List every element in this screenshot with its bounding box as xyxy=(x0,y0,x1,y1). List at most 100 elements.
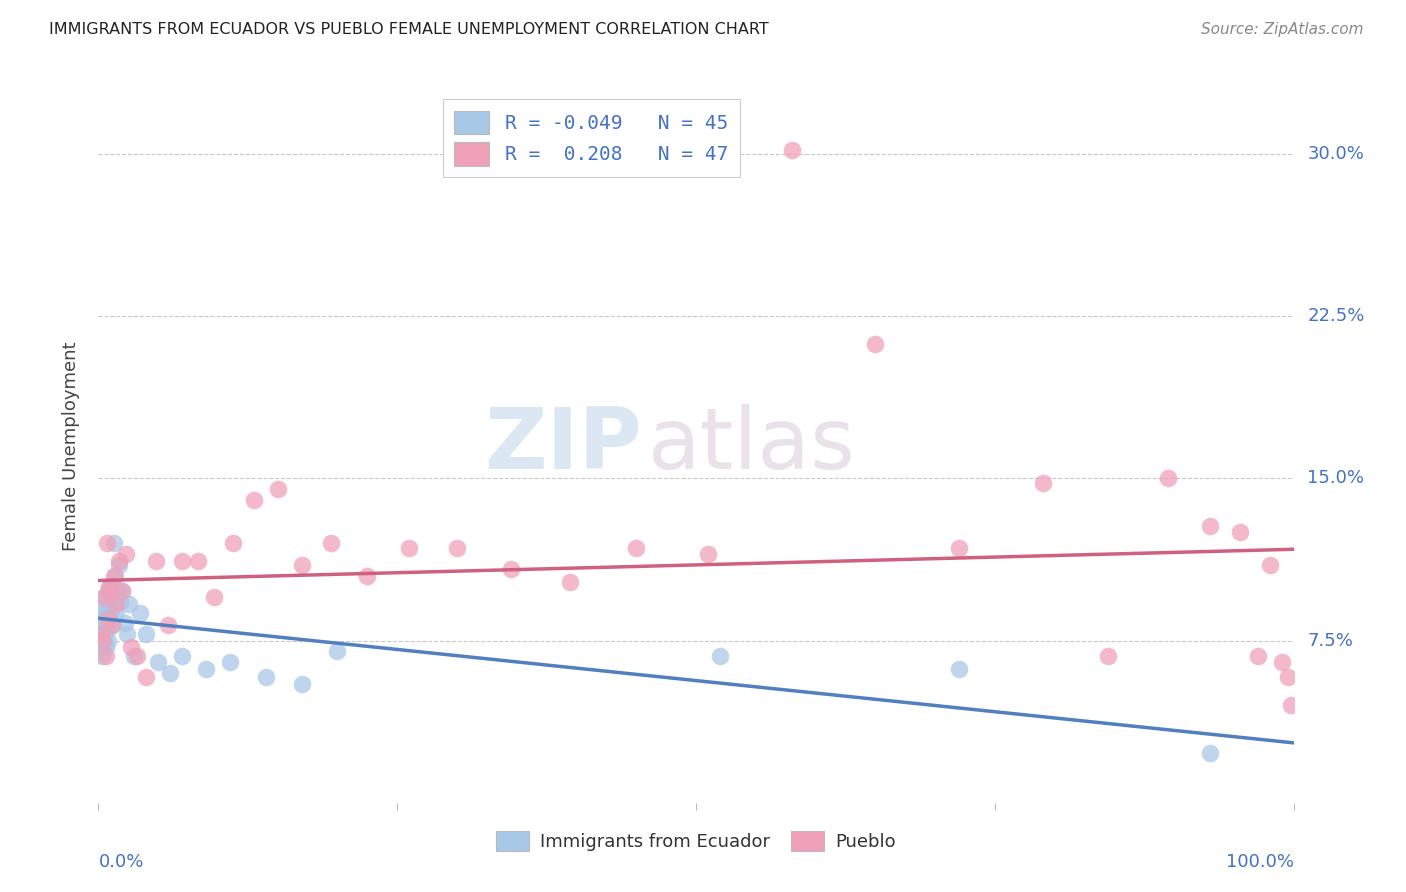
Point xyxy=(108,595,131,609)
Point xyxy=(98,606,122,620)
Point xyxy=(129,606,152,620)
Point xyxy=(1271,655,1294,669)
Point xyxy=(118,597,141,611)
Point xyxy=(98,583,122,598)
Point xyxy=(90,618,112,632)
Point xyxy=(101,588,124,602)
Point xyxy=(107,558,129,572)
Point xyxy=(697,547,720,561)
Point xyxy=(135,627,157,641)
Point xyxy=(97,612,120,626)
Point xyxy=(446,541,468,555)
Point xyxy=(107,553,129,567)
Point xyxy=(97,583,120,598)
Text: atlas: atlas xyxy=(648,404,856,488)
Point xyxy=(97,633,120,648)
Point xyxy=(93,616,115,631)
Point xyxy=(398,541,420,555)
Point xyxy=(94,648,117,663)
Point xyxy=(219,655,242,669)
Point xyxy=(96,623,118,637)
Point xyxy=(105,597,128,611)
Point xyxy=(1032,475,1054,490)
Point xyxy=(103,568,125,582)
Point xyxy=(125,648,148,663)
Point xyxy=(114,616,136,631)
Point xyxy=(243,493,266,508)
Point xyxy=(98,610,121,624)
Point xyxy=(356,568,378,582)
Point xyxy=(91,601,114,615)
Point xyxy=(499,562,522,576)
Point xyxy=(93,591,115,605)
Point xyxy=(626,541,648,555)
Text: 30.0%: 30.0% xyxy=(1308,145,1364,163)
Point xyxy=(111,583,134,598)
Point xyxy=(91,640,114,654)
Text: 100.0%: 100.0% xyxy=(1226,853,1294,871)
Point xyxy=(98,580,122,594)
Point xyxy=(124,648,146,663)
Point xyxy=(96,536,118,550)
Point xyxy=(111,583,134,598)
Legend: Immigrants from Ecuador, Pueblo: Immigrants from Ecuador, Pueblo xyxy=(489,823,903,858)
Text: 15.0%: 15.0% xyxy=(1308,469,1364,487)
Text: ZIP: ZIP xyxy=(485,404,643,488)
Point xyxy=(1199,519,1222,533)
Point xyxy=(195,662,218,676)
Point xyxy=(1277,670,1299,684)
Point xyxy=(93,633,115,648)
Point xyxy=(780,143,803,157)
Point xyxy=(96,597,118,611)
Point xyxy=(172,553,194,567)
Point xyxy=(91,648,114,663)
Point xyxy=(1247,648,1270,663)
Point xyxy=(104,568,127,582)
Text: 7.5%: 7.5% xyxy=(1308,632,1354,649)
Point xyxy=(202,591,225,605)
Point xyxy=(98,580,121,594)
Point xyxy=(560,575,582,590)
Y-axis label: Female Unemployment: Female Unemployment xyxy=(62,342,80,550)
Point xyxy=(291,558,314,572)
Point xyxy=(1229,525,1251,540)
Text: 0.0%: 0.0% xyxy=(98,853,143,871)
Point xyxy=(93,591,115,605)
Text: IMMIGRANTS FROM ECUADOR VS PUEBLO FEMALE UNEMPLOYMENT CORRELATION CHART: IMMIGRANTS FROM ECUADOR VS PUEBLO FEMALE… xyxy=(49,22,769,37)
Point xyxy=(865,337,887,351)
Point xyxy=(115,547,138,561)
Point xyxy=(222,536,245,550)
Point xyxy=(948,541,970,555)
Point xyxy=(145,553,167,567)
Point xyxy=(1258,558,1281,572)
Text: Source: ZipAtlas.com: Source: ZipAtlas.com xyxy=(1201,22,1364,37)
Point xyxy=(267,482,290,496)
Point xyxy=(94,606,117,620)
Point xyxy=(148,655,170,669)
Point xyxy=(172,648,194,663)
Point xyxy=(159,666,181,681)
Point xyxy=(709,648,731,663)
Point xyxy=(120,640,142,654)
Point xyxy=(1199,746,1222,760)
Point xyxy=(91,627,114,641)
Point xyxy=(187,553,209,567)
Point xyxy=(103,536,125,550)
Point xyxy=(91,633,114,648)
Point xyxy=(321,536,343,550)
Point xyxy=(948,662,970,676)
Point xyxy=(115,627,138,641)
Point xyxy=(100,618,122,632)
Text: 22.5%: 22.5% xyxy=(1308,307,1365,326)
Point xyxy=(105,606,128,620)
Point xyxy=(90,627,112,641)
Point xyxy=(1279,698,1302,713)
Point xyxy=(100,601,122,615)
Point xyxy=(326,644,349,658)
Point xyxy=(98,595,121,609)
Point xyxy=(100,618,122,632)
Point xyxy=(254,670,277,684)
Point xyxy=(135,670,157,684)
Point xyxy=(107,583,129,598)
Point xyxy=(156,618,179,632)
